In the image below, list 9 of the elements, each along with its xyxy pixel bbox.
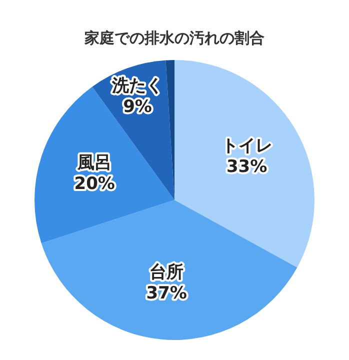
data-label: 9% <box>123 97 152 118</box>
chart-title: 家庭での排水の汚れの割合 <box>84 28 264 47</box>
data-label: 37% <box>146 284 187 304</box>
slice-label: 風呂 <box>76 152 112 173</box>
slice-label: 台所 <box>150 262 184 283</box>
data-label: 33% <box>226 157 268 178</box>
slice-label: 洗たく <box>111 76 164 96</box>
data-label: 20% <box>74 174 115 194</box>
slice-label: トイレ <box>221 136 272 156</box>
